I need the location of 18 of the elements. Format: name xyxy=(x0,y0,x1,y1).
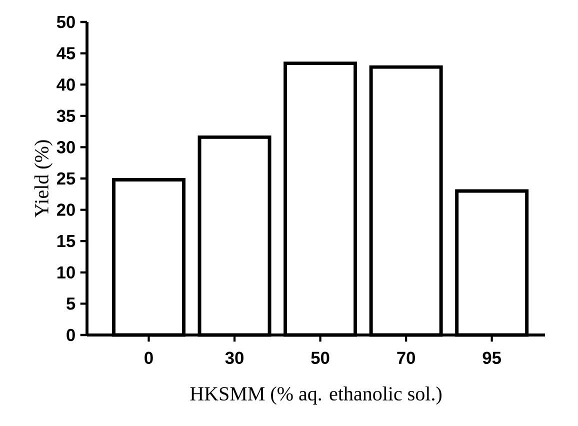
y-tick-label: 30 xyxy=(56,141,75,154)
x-tick-label: 50 xyxy=(311,352,330,364)
x-tick-label: 95 xyxy=(482,352,501,364)
y-tick-label: 5 xyxy=(66,298,76,310)
y-tick-label: 45 xyxy=(56,47,76,60)
y-tick-label: 35 xyxy=(56,110,76,122)
y-tick-label: 25 xyxy=(56,172,76,185)
x-axis-title: HKSMM (% aq. ethanolic sol.) xyxy=(190,386,442,405)
y-axis-title: Yield (%) xyxy=(34,140,53,218)
x-tick-label: 30 xyxy=(225,352,244,364)
y-tick-label: 40 xyxy=(56,78,75,91)
x-tick-label: 0 xyxy=(144,352,153,364)
y-tick-label: 50 xyxy=(56,16,75,28)
y-tick-label: 0 xyxy=(66,328,75,342)
y-tick-label: 10 xyxy=(57,266,75,279)
y-tick-label: 15 xyxy=(57,235,76,248)
x-tick-label: 70 xyxy=(397,352,415,364)
y-tick-label: 20 xyxy=(56,204,75,216)
